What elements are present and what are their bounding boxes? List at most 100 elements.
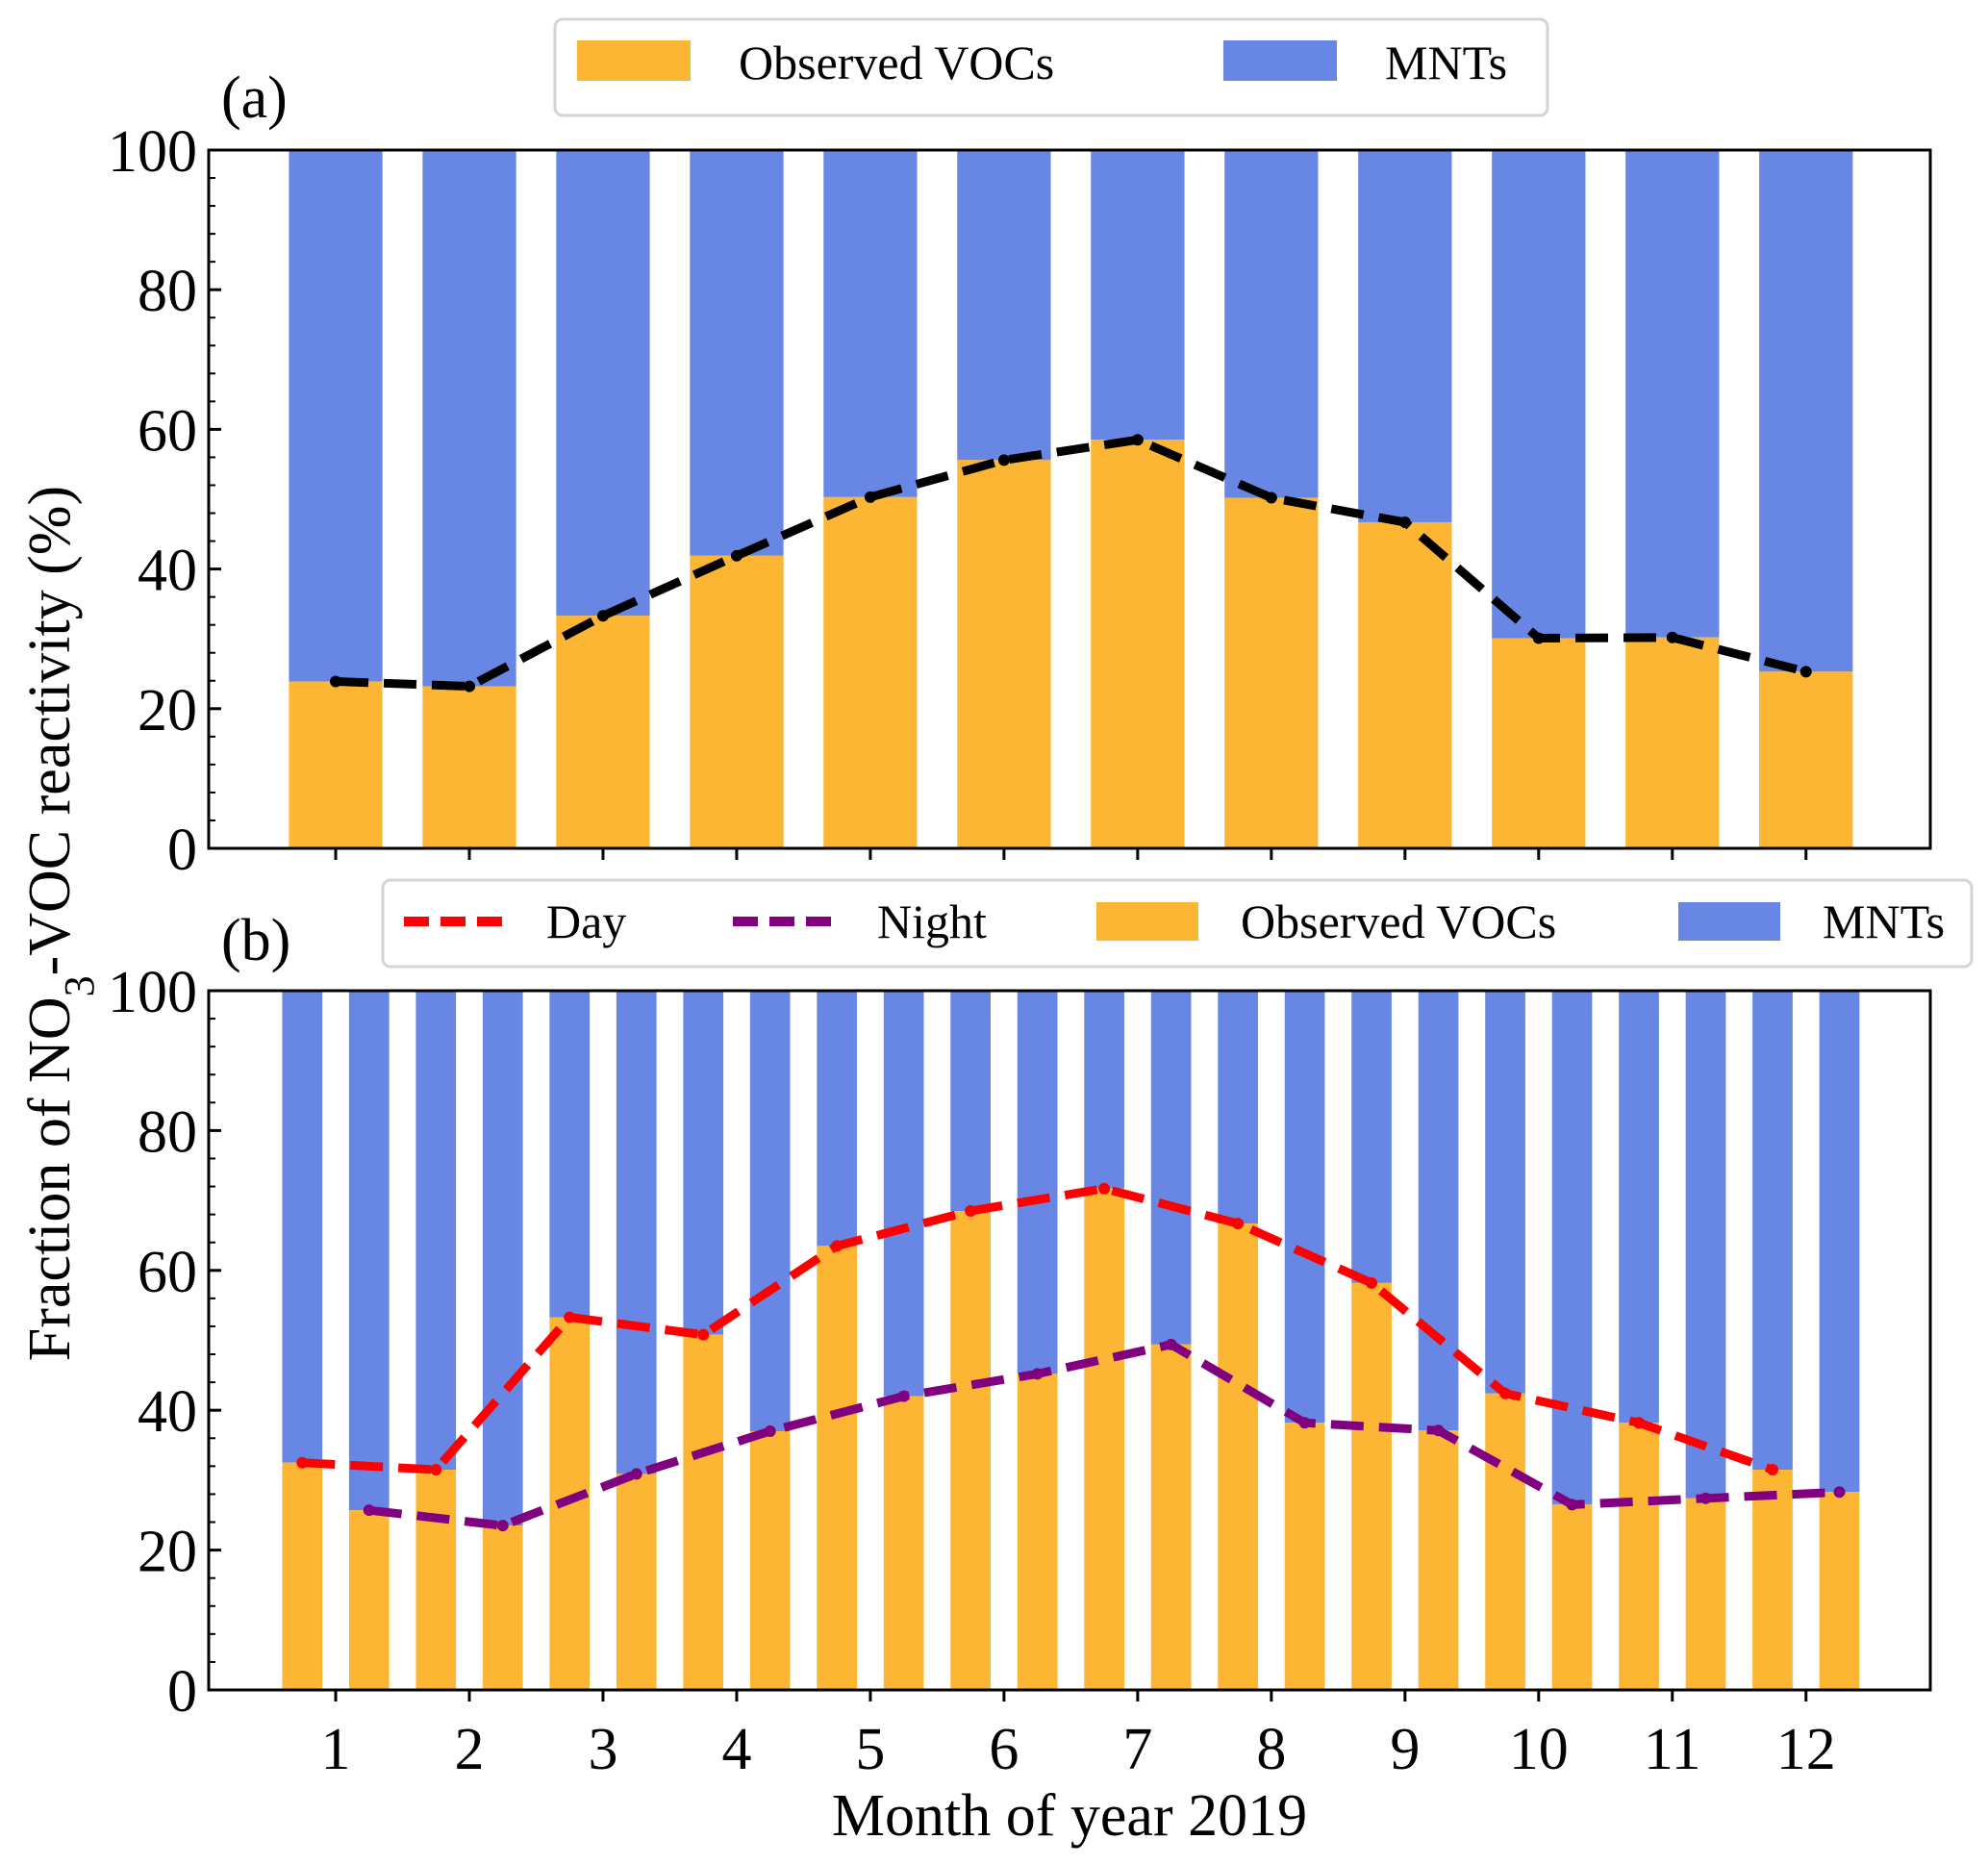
legend-b: Day Night Observed VOCs MNTs: [381, 878, 1974, 969]
bar-night-mnts: [348, 991, 390, 1511]
line-marker: [1232, 1218, 1245, 1230]
bar-day-observed-vocs: [817, 1246, 858, 1690]
x-axis-title: Month of year 2019: [832, 1783, 1307, 1849]
bar-day-observed-vocs: [1485, 1393, 1525, 1690]
bar-night-observed-vocs: [482, 1525, 523, 1690]
legend-a-mnts-swatch: [1223, 40, 1337, 81]
bar-night-mnts: [1150, 991, 1192, 1345]
legend-a-mnts-label: MNTs: [1385, 36, 1507, 89]
bar-day-mnts: [950, 991, 992, 1212]
bar-night-mnts: [1685, 991, 1726, 1499]
bar-day-mnts: [282, 991, 323, 1463]
line-marker: [363, 1504, 375, 1517]
y-tick-label: 60: [138, 398, 197, 464]
line-day: [302, 1184, 1774, 1474]
y-tick-label: 80: [138, 259, 197, 324]
line-marker: [1532, 632, 1545, 644]
bar-observed-vocs: [1625, 637, 1720, 848]
bar-day-mnts: [415, 991, 457, 1470]
bar-observed-vocs: [1091, 440, 1185, 848]
line-marker: [496, 1520, 509, 1532]
line-marker: [1298, 1417, 1311, 1429]
axes-frame-b: [207, 989, 1932, 1692]
bar-observed-vocs: [289, 681, 383, 848]
bar-mnts: [289, 150, 383, 682]
bar-night-observed-vocs: [1551, 1504, 1593, 1690]
bar-day-observed-vocs: [1218, 1223, 1258, 1690]
line-marker: [1767, 1463, 1779, 1475]
line-marker: [564, 1311, 576, 1323]
bar-day-mnts: [1752, 991, 1793, 1470]
line-marker: [1633, 1417, 1646, 1429]
bar-night-observed-vocs: [1685, 1498, 1726, 1690]
y-tick-label: 20: [138, 1520, 197, 1585]
bar-mnts: [957, 150, 1051, 461]
bar-observed-vocs: [1224, 497, 1319, 848]
line-marker: [864, 491, 876, 503]
panel-b-label: (b): [221, 908, 290, 973]
x-tick-label: 10: [1509, 1717, 1569, 1782]
line-marker: [1031, 1368, 1044, 1380]
bar-night-observed-vocs: [348, 1510, 390, 1690]
bar-observed-vocs: [422, 686, 516, 848]
bar-night-mnts: [883, 991, 924, 1397]
x-tick-label: 1: [321, 1717, 351, 1782]
bar-day-mnts: [549, 991, 591, 1318]
y-tick-label: 100: [108, 960, 197, 1025]
line-marker: [1666, 631, 1678, 643]
bar-day-mnts: [1218, 991, 1258, 1224]
line-marker: [596, 610, 609, 622]
legend-b-mnts-swatch: [1678, 902, 1780, 941]
bar-day-mnts: [1619, 991, 1659, 1424]
line-marker: [997, 454, 1010, 466]
bar-day-observed-vocs: [415, 1469, 457, 1690]
y-tick-label: 60: [138, 1240, 197, 1305]
bar-day-mnts: [683, 991, 724, 1335]
line-marker: [1165, 1338, 1177, 1350]
legend-b-observed-label: Observed VOCs: [1241, 895, 1556, 948]
line-marker: [1833, 1486, 1846, 1499]
bar-observed-vocs: [957, 460, 1051, 848]
bar-mnts: [1492, 150, 1586, 639]
bar-night-mnts: [1551, 991, 1593, 1505]
bar-day-observed-vocs: [1351, 1282, 1392, 1690]
bar-day-observed-vocs: [282, 1462, 323, 1690]
line-marker: [764, 1425, 776, 1438]
x-tick-label: 6: [989, 1717, 1019, 1782]
y-axis-title: Fraction of NO3-VOC reactivity (%): [17, 486, 103, 1361]
bars-a: [289, 150, 1853, 848]
y-tick-label: 0: [167, 818, 197, 883]
line-marker: [1366, 1276, 1378, 1289]
bar-observed-vocs: [1358, 521, 1452, 848]
bar-night-observed-vocs: [1418, 1430, 1459, 1690]
bar-day-mnts: [817, 991, 858, 1247]
line-marker: [1098, 1182, 1111, 1195]
bar-mnts: [823, 150, 918, 497]
line-marker: [296, 1456, 309, 1469]
bar-day-mnts: [1084, 991, 1124, 1189]
bar-night-observed-vocs: [1284, 1423, 1325, 1690]
bar-night-observed-vocs: [1150, 1344, 1192, 1690]
line-night: [368, 1340, 1840, 1530]
bar-mnts: [1091, 150, 1185, 441]
bar-observed-vocs: [690, 555, 784, 848]
bar-night-observed-vocs: [883, 1396, 924, 1690]
bar-mnts: [1358, 150, 1452, 522]
legend-a: Observed VOCs MNTs: [553, 17, 1549, 117]
line-marker: [630, 1468, 642, 1480]
bar-day-observed-vocs: [1084, 1188, 1124, 1690]
legend-a-observed-swatch: [577, 40, 691, 81]
line-marker: [1799, 666, 1812, 678]
bar-mnts: [1759, 150, 1853, 672]
bar-day-mnts: [1351, 991, 1392, 1283]
bar-day-observed-vocs: [950, 1211, 992, 1690]
line-marker: [965, 1205, 977, 1218]
bar-day-observed-vocs: [683, 1334, 724, 1690]
y-tick-label: 80: [138, 1099, 197, 1165]
y-tick-label: 20: [138, 678, 197, 743]
line-marker: [1131, 434, 1144, 446]
line-marker: [1432, 1424, 1445, 1437]
y-tick-label: 100: [108, 119, 197, 185]
x-tick-label: 3: [588, 1717, 617, 1782]
